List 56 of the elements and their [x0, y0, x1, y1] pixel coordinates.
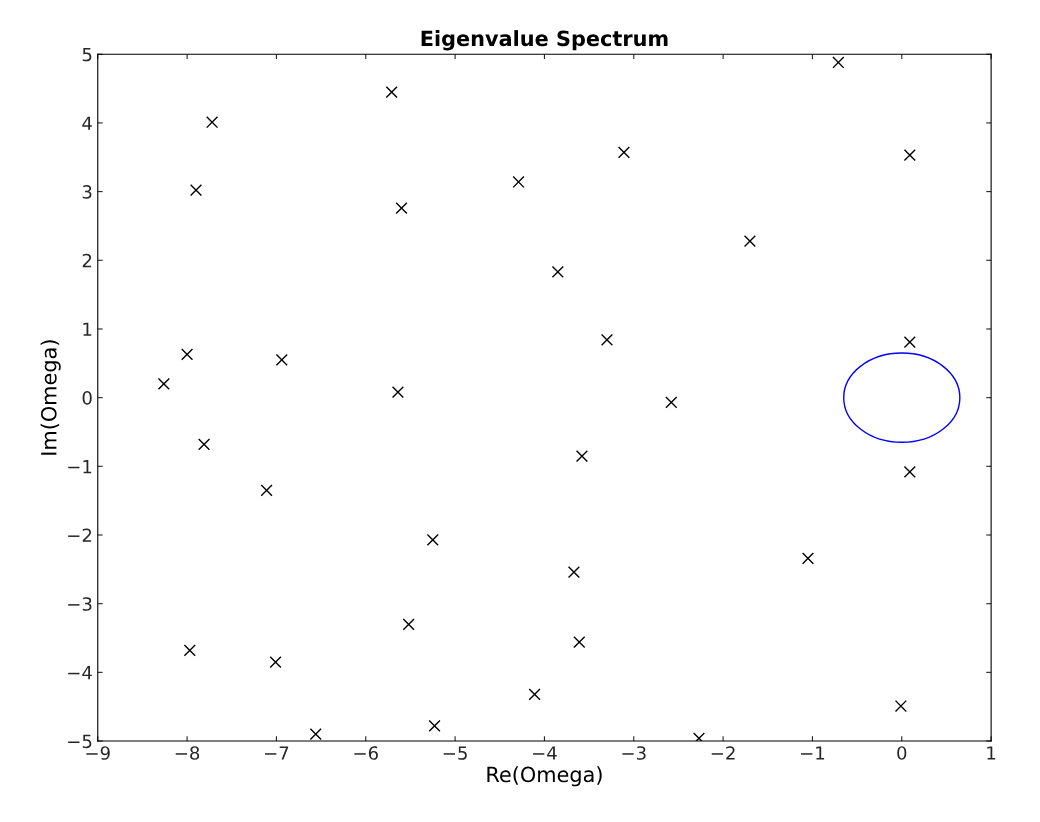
point [260, 484, 273, 497]
x-tick-label: −1 [801, 746, 825, 760]
point [600, 333, 614, 347]
point [309, 728, 322, 741]
point [567, 566, 580, 579]
x-tick-label: −5 [443, 746, 467, 760]
point [894, 699, 907, 713]
point [528, 688, 541, 701]
point [512, 175, 525, 189]
x-tick-label: −3 [622, 746, 646, 760]
x-tick-label: −8 [175, 746, 200, 760]
y-tick-label: −2 [68, 528, 92, 542]
x-tick-label: −4 [533, 746, 557, 760]
point [181, 348, 194, 361]
point [428, 719, 441, 732]
point [665, 396, 678, 409]
y-tick-label: 2 [82, 253, 92, 268]
point [197, 438, 211, 451]
y-tick-label: −1 [68, 460, 92, 474]
point [903, 149, 916, 162]
point [385, 85, 398, 99]
chart-title: Eigenvalue Spectrum [421, 30, 668, 51]
x-tick-label: −2 [711, 746, 735, 760]
point [391, 386, 405, 399]
y-tick-label: −4 [68, 666, 92, 680]
y-tick-label: 0 [82, 391, 92, 405]
point [573, 636, 586, 649]
y-tick-label: 1 [83, 322, 92, 336]
x-axis-title: Re(Omega) [487, 766, 602, 787]
point [903, 335, 916, 349]
point [692, 732, 706, 742]
point [617, 146, 631, 159]
point [551, 265, 564, 279]
y-tick-label: 3 [82, 185, 92, 199]
y-tick-label: 5 [82, 47, 92, 62]
point [575, 449, 589, 463]
point [206, 116, 219, 129]
x-tick-label: 0 [897, 746, 907, 760]
point [402, 618, 415, 631]
x-tick-label: 1 [987, 746, 996, 760]
point [189, 184, 203, 197]
point [801, 552, 815, 565]
point [426, 533, 439, 546]
y-tick-label: 4 [82, 116, 92, 130]
point [903, 465, 916, 478]
point [269, 655, 282, 669]
y-axis-title: Im(Omega) [40, 340, 61, 455]
point [157, 377, 170, 390]
x-tick-label: −7 [265, 746, 289, 760]
point [832, 56, 845, 69]
y-tick-label: −3 [68, 597, 92, 611]
point [395, 202, 408, 215]
point [743, 234, 756, 248]
point [275, 353, 288, 366]
x-tick-label: −6 [354, 746, 378, 760]
point [183, 644, 196, 657]
